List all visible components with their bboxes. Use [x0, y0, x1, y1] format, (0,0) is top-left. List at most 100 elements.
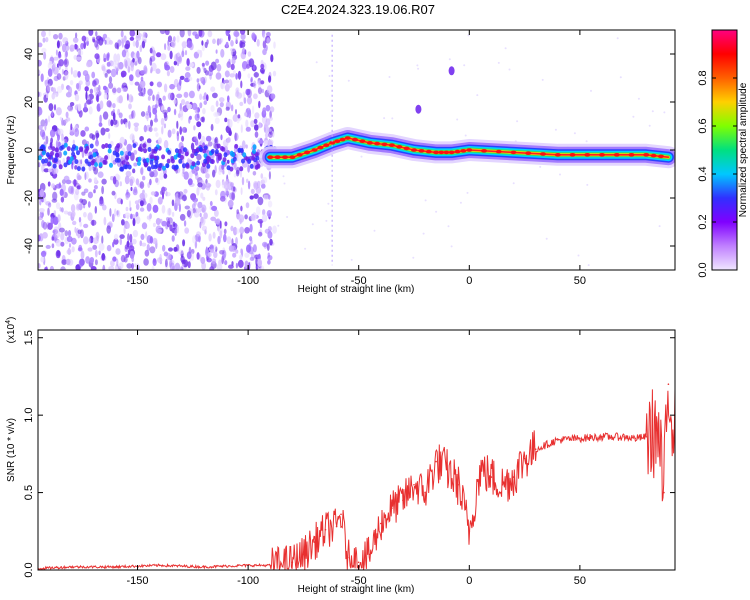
- noise-speck: [191, 102, 198, 110]
- noise-speck: [62, 43, 67, 53]
- noise-speck: [214, 189, 218, 196]
- faint-speck: [554, 128, 557, 131]
- noise-speck: [118, 112, 123, 119]
- noise-speck: [108, 82, 114, 89]
- noise-speck: [92, 38, 96, 43]
- snr-point: [479, 468, 482, 471]
- noise-speck: [75, 83, 80, 90]
- noise-speck: [219, 230, 223, 239]
- noise-speck: [128, 103, 132, 110]
- band-speck: [207, 156, 212, 162]
- faint-speck: [616, 37, 619, 40]
- band-speck: [158, 163, 163, 169]
- noise-speck: [184, 50, 188, 56]
- faint-speck: [512, 182, 515, 185]
- noise-speck: [261, 30, 266, 38]
- noise-speck: [262, 176, 268, 184]
- noise-speck: [38, 142, 41, 148]
- band-speck: [137, 161, 141, 166]
- faint-speck: [347, 79, 350, 82]
- noise-speck: [258, 139, 264, 144]
- noise-speck: [79, 221, 82, 227]
- band-speck: [38, 155, 42, 161]
- faint-speck: [373, 229, 376, 232]
- noise-speck: [112, 256, 117, 262]
- noise-speck: [135, 69, 141, 78]
- spectrogram-chart: -150 -100 -50 0 50 -40 -20 0 20 40 Height of stra…: [6, 29, 749, 295]
- snr-axes: -150 -100 -50 0 50 0.0 0.5 1.0 1.5: [23, 330, 675, 587]
- noise-speck: [115, 264, 120, 270]
- faint-speck: [416, 64, 419, 67]
- noise-speck: [245, 126, 251, 132]
- noise-speck: [196, 121, 202, 128]
- noise-speck: [99, 114, 102, 124]
- noise-speck: [153, 118, 159, 123]
- noise-speck: [192, 235, 197, 244]
- faint-speck: [504, 47, 507, 50]
- noise-speck: [146, 138, 152, 144]
- noise-speck: [80, 130, 86, 137]
- noise-speck: [116, 258, 119, 267]
- noise-speck: [112, 103, 116, 109]
- noise-speck: [196, 66, 201, 74]
- noise-speck: [39, 213, 42, 219]
- noise-speck: [163, 123, 167, 129]
- noise-speck: [270, 54, 274, 63]
- noise-speck: [89, 133, 94, 139]
- ridge-peak: [289, 155, 296, 159]
- band-speck: [166, 158, 171, 164]
- noise-speck: [119, 181, 123, 187]
- noise-speck: [135, 216, 141, 224]
- band-speck: [150, 164, 155, 170]
- noise-speck: [88, 106, 93, 115]
- noise-speck: [205, 135, 212, 142]
- noise-speck: [102, 204, 107, 211]
- noise-speck: [55, 239, 62, 247]
- noise-speck: [108, 266, 115, 270]
- noise-speck: [181, 135, 185, 142]
- noise-speck: [181, 50, 185, 58]
- snr-point: [340, 513, 342, 516]
- noise-speck: [118, 95, 123, 104]
- noise-speck: [77, 103, 82, 112]
- noise-speck: [261, 183, 266, 189]
- noise-speck: [126, 93, 129, 101]
- y-tick-label: 1.0: [23, 408, 35, 423]
- noise-speck: [199, 93, 203, 101]
- ridge-peak: [540, 152, 546, 156]
- faint-speck: [545, 237, 548, 240]
- noise-speck: [199, 77, 204, 82]
- noise-speck: [152, 169, 158, 178]
- noise-speck: [98, 200, 105, 207]
- noise-speck: [225, 106, 230, 111]
- band-speck: [206, 163, 211, 169]
- faint-speck: [311, 223, 314, 226]
- noise-speck: [199, 49, 203, 58]
- band-speck: [216, 143, 221, 149]
- noise-speck: [201, 135, 206, 145]
- noise-speck: [229, 73, 236, 78]
- noise-speck: [233, 30, 240, 37]
- faint-speck: [466, 191, 469, 194]
- noise-speck: [235, 237, 238, 246]
- noise-speck: [70, 204, 76, 213]
- ridge-peak: [411, 148, 417, 152]
- ridge-peak: [339, 137, 346, 142]
- noise-speck: [56, 86, 63, 94]
- noise-speck: [214, 117, 220, 124]
- faint-speck: [327, 202, 330, 205]
- noise-speck: [106, 61, 111, 67]
- noise-speck: [61, 207, 64, 213]
- noise-speck: [83, 188, 89, 194]
- faint-speck: [450, 245, 453, 248]
- noise-speck: [187, 30, 192, 37]
- noise-speck: [200, 116, 205, 123]
- band-speck: [237, 147, 242, 153]
- noise-speck: [256, 39, 260, 47]
- noise-speck: [94, 85, 97, 94]
- noise-speck: [51, 243, 55, 249]
- noise-speck: [162, 109, 168, 115]
- noise-speck: [164, 43, 167, 51]
- noise-speck: [95, 130, 99, 139]
- noise-speck: [267, 200, 273, 208]
